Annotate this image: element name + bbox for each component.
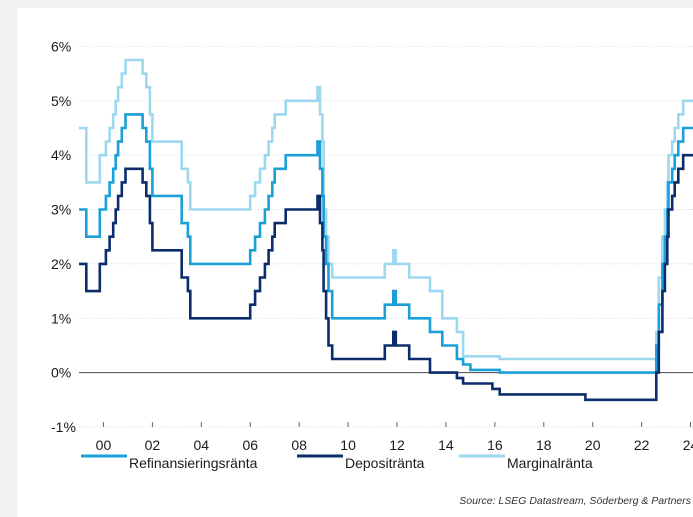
series-lines bbox=[79, 58, 693, 402]
y-tick-label: 1% bbox=[51, 310, 71, 326]
x-tick-label: 22 bbox=[634, 437, 650, 453]
x-tick-label: 10 bbox=[340, 437, 356, 453]
grid-lines bbox=[79, 46, 693, 428]
y-tick-label: 0% bbox=[51, 365, 71, 381]
x-tick-label: 06 bbox=[242, 437, 258, 453]
x-tick-label: 12 bbox=[389, 437, 405, 453]
chart-card: -1% 0% 1% 2% 3% 4% 5% 6% 00 02 04 06 08 10 12 14 16 18 20… bbox=[17, 8, 693, 517]
source-note: Source: LSEG Datastream, Söderberg & Par… bbox=[459, 495, 691, 507]
x-tick-label: 02 bbox=[145, 437, 161, 453]
x-tick-label: 04 bbox=[194, 437, 210, 453]
legend-label: Marginalränta bbox=[507, 455, 593, 471]
series-line-0 bbox=[79, 113, 693, 374]
y-tick-label: 6% bbox=[51, 38, 71, 54]
x-tick-label: 18 bbox=[536, 437, 552, 453]
x-tick-label: 16 bbox=[487, 437, 503, 453]
y-tick-label: 4% bbox=[51, 147, 71, 163]
x-tick-label: 08 bbox=[291, 437, 307, 453]
x-axis: 00 02 04 06 08 10 12 14 16 18 20 22 24 bbox=[96, 422, 693, 453]
series-line-1 bbox=[79, 153, 693, 402]
x-tick-label: 14 bbox=[438, 437, 454, 453]
x-tick-label: 00 bbox=[96, 437, 112, 453]
y-tick-label: 2% bbox=[51, 256, 71, 272]
legend-label: Depositränta bbox=[345, 455, 425, 471]
x-tick-label: 20 bbox=[585, 437, 601, 453]
legend-label: Refinansieringsränta bbox=[129, 455, 258, 471]
y-tick-label: -1% bbox=[51, 419, 76, 435]
line-chart: -1% 0% 1% 2% 3% 4% 5% 6% 00 02 04 06 08 10 12 14 16 18 20… bbox=[51, 38, 693, 507]
y-tick-label: 5% bbox=[51, 93, 71, 109]
legend: Refinansieringsränta Depositränta Marginal… bbox=[81, 454, 593, 471]
y-tick-label: 3% bbox=[51, 202, 71, 218]
y-axis: -1% 0% 1% 2% 3% 4% 5% 6% bbox=[51, 38, 76, 435]
x-tick-label: 24 bbox=[683, 437, 693, 453]
